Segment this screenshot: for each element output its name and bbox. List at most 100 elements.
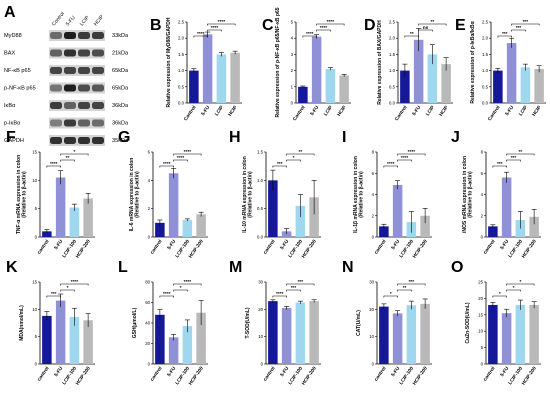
blot-band bbox=[64, 32, 76, 39]
bar bbox=[488, 226, 498, 237]
y-tick-label: 20 bbox=[145, 341, 150, 346]
panel-letter: H bbox=[229, 129, 241, 146]
y-tick-label: 1.0 bbox=[482, 68, 489, 73]
y-axis-label: Relative expression of p-IκBα/IκBα bbox=[470, 20, 476, 103]
panel-letter: I bbox=[342, 129, 346, 146]
x-category-label: control bbox=[373, 366, 387, 383]
blot-protein-label: MyD88 bbox=[4, 33, 22, 39]
y-axis-label: Relative expression of p-NF-κB p65/NF-κB… bbox=[275, 7, 281, 117]
significance-bracket bbox=[173, 289, 188, 292]
significance-label: * bbox=[499, 291, 501, 297]
panel-letter: B bbox=[150, 17, 162, 34]
y-tick-label: 5 bbox=[35, 206, 38, 211]
x-category-label: control bbox=[262, 366, 276, 383]
y-tick-label: 0.5 bbox=[389, 84, 396, 89]
significance-bracket bbox=[383, 165, 398, 168]
bar bbox=[406, 305, 417, 364]
panel-letter: D bbox=[364, 17, 376, 34]
significance-bracket bbox=[383, 295, 398, 298]
blot-band bbox=[78, 49, 90, 57]
y-tick-label: 0 bbox=[481, 362, 484, 367]
significance-bracket bbox=[46, 295, 61, 298]
significance-bracket bbox=[46, 165, 61, 168]
bar bbox=[83, 198, 93, 237]
chart-panel-g: G 0 2 4 6 IL-6 mRNA expression in colon(Relat… bbox=[118, 129, 208, 259]
blot-kda-label: 65kDa bbox=[112, 68, 129, 74]
significance-label: **** bbox=[197, 31, 205, 37]
bar bbox=[400, 70, 410, 103]
y-tick-label: 3 bbox=[291, 52, 294, 57]
x-category-label: control bbox=[149, 239, 163, 256]
y-tick-label: 20 bbox=[258, 307, 263, 312]
bar bbox=[413, 39, 424, 103]
significance-label: **** bbox=[163, 291, 171, 297]
significance-bracket bbox=[397, 289, 412, 292]
y-tick-label: 0 bbox=[35, 362, 38, 367]
y-axis-label: Relative expression of BAX/GAPDH bbox=[377, 20, 383, 105]
blot-strip bbox=[49, 65, 105, 76]
bar bbox=[182, 220, 193, 237]
y-tick-label: 0 bbox=[372, 362, 375, 367]
blot-lane-label: 5-FU bbox=[65, 15, 77, 28]
significance-bracket bbox=[506, 159, 521, 162]
significance-bracket bbox=[397, 153, 426, 156]
blot-band bbox=[78, 67, 90, 74]
x-category-label: control bbox=[36, 239, 50, 256]
x-category-label: control bbox=[262, 239, 276, 256]
significance-label: **** bbox=[387, 161, 395, 167]
y-tick-label: 5 bbox=[35, 334, 38, 339]
significance-label: *** bbox=[51, 291, 57, 297]
bar bbox=[379, 226, 389, 237]
significance-label: * bbox=[293, 155, 295, 161]
bar bbox=[427, 54, 438, 103]
significance-label: *** bbox=[511, 155, 517, 161]
y-tick-label: 2.0 bbox=[178, 36, 185, 41]
blot-band bbox=[64, 102, 76, 109]
y-tick-label: 1.0 bbox=[257, 178, 264, 183]
y-tick-label: 0 bbox=[261, 362, 264, 367]
bar bbox=[155, 222, 165, 237]
significance-label: **** bbox=[408, 149, 416, 155]
blot-protein-label: BAX bbox=[4, 51, 15, 57]
y-tick-label: 5 bbox=[291, 20, 294, 25]
y-tick-label: 60 bbox=[145, 300, 150, 305]
x-category-label: HCIP-200 bbox=[188, 365, 205, 386]
bar bbox=[311, 36, 322, 103]
x-category-label: 5-FU bbox=[504, 104, 515, 117]
significance-bracket bbox=[497, 35, 512, 38]
x-category-label: Control bbox=[394, 105, 409, 122]
blot-band bbox=[50, 137, 62, 144]
x-category-label: HCIP-200 bbox=[301, 238, 318, 259]
significance-label: * bbox=[513, 285, 515, 291]
x-category-label: HCIP bbox=[438, 104, 450, 117]
blot-kda-label: 36kDa bbox=[112, 121, 129, 127]
x-category-label: control bbox=[149, 366, 163, 383]
y-tick-label: 0 bbox=[372, 235, 375, 240]
y-tick-label: 20 bbox=[369, 307, 374, 312]
bar bbox=[392, 184, 403, 237]
significance-bracket bbox=[404, 35, 419, 38]
significance-label: * bbox=[67, 285, 69, 291]
x-category-label: HCIP-200 bbox=[521, 365, 538, 386]
significance-bracket bbox=[173, 283, 202, 286]
significance-bracket bbox=[173, 153, 202, 156]
significance-bracket bbox=[492, 165, 507, 168]
x-category-label: control bbox=[36, 366, 50, 383]
y-tick-label: 15 bbox=[32, 150, 37, 155]
blot-band bbox=[50, 49, 62, 57]
blot-band bbox=[92, 84, 104, 92]
significance-label: **** bbox=[211, 25, 219, 31]
y-tick-label: 6 bbox=[148, 150, 151, 155]
bar bbox=[493, 70, 503, 103]
x-category-label: HCIP-200 bbox=[412, 365, 429, 386]
y-tick-label: 0 bbox=[35, 235, 38, 240]
bar bbox=[42, 231, 52, 237]
blot-band bbox=[92, 119, 104, 127]
bar bbox=[281, 307, 292, 364]
significance-label: ** bbox=[403, 285, 407, 291]
x-category-label: HCIP-200 bbox=[521, 238, 538, 259]
significance-label: **** bbox=[71, 279, 79, 285]
